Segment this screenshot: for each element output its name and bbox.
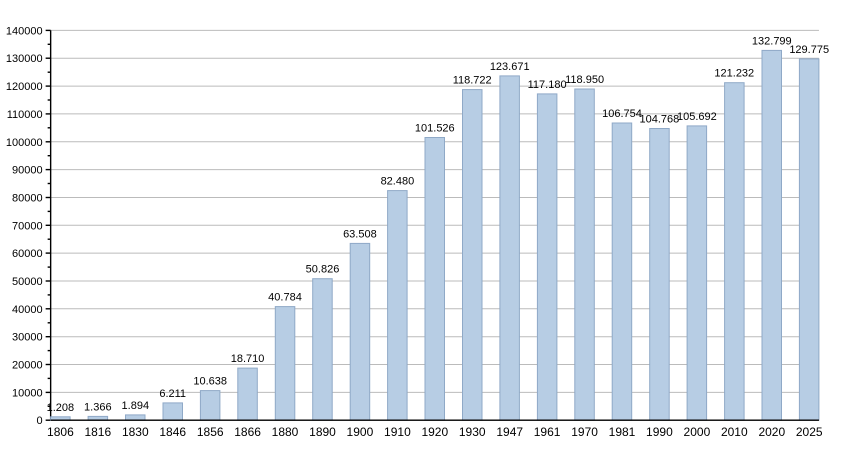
svg-text:40.784: 40.784 [268,292,302,304]
svg-text:104.768: 104.768 [640,114,680,126]
svg-text:1930: 1930 [459,425,486,439]
svg-text:120000: 120000 [6,81,43,93]
svg-text:50.826: 50.826 [306,264,340,276]
svg-text:1970: 1970 [571,425,598,439]
svg-text:10000: 10000 [12,387,43,399]
svg-text:1981: 1981 [609,425,636,439]
svg-text:132.799: 132.799 [752,35,792,47]
svg-text:118.722: 118.722 [453,75,492,87]
svg-text:130000: 130000 [6,53,43,65]
svg-text:2020: 2020 [758,425,785,439]
svg-text:10.638: 10.638 [193,376,227,388]
svg-text:123.671: 123.671 [490,61,530,73]
svg-text:0: 0 [37,415,43,427]
svg-text:118.950: 118.950 [565,74,604,86]
svg-text:117.180: 117.180 [528,79,567,91]
svg-text:1920: 1920 [421,425,448,439]
svg-text:1806: 1806 [47,425,74,439]
svg-text:1.894: 1.894 [122,400,150,412]
svg-text:82.480: 82.480 [381,176,415,188]
svg-text:60000: 60000 [12,248,43,260]
svg-text:110000: 110000 [7,109,43,121]
svg-text:1990: 1990 [646,425,673,439]
svg-text:1890: 1890 [309,425,336,439]
svg-text:30000: 30000 [12,332,43,344]
svg-text:129.775: 129.775 [789,44,829,56]
svg-text:6.211: 6.211 [159,388,186,400]
svg-text:1830: 1830 [122,425,149,439]
svg-text:1.366: 1.366 [84,401,112,413]
svg-text:2000: 2000 [684,425,711,439]
svg-text:1866: 1866 [234,425,261,439]
svg-text:1856: 1856 [197,425,224,439]
svg-text:1816: 1816 [84,425,111,439]
svg-text:18.710: 18.710 [231,353,265,365]
svg-text:80000: 80000 [12,193,43,205]
svg-text:100000: 100000 [6,137,43,149]
svg-text:63.508: 63.508 [343,228,377,240]
svg-text:121.232: 121.232 [714,68,754,80]
svg-text:105.692: 105.692 [677,111,717,123]
svg-text:140000: 140000 [6,25,43,37]
svg-text:2010: 2010 [721,425,748,439]
svg-text:1961: 1961 [534,425,561,439]
svg-text:101.526: 101.526 [415,123,455,135]
svg-text:90000: 90000 [12,165,43,177]
svg-text:2025: 2025 [796,425,823,439]
svg-text:50000: 50000 [12,276,43,288]
svg-text:40000: 40000 [12,304,43,316]
svg-text:1880: 1880 [272,425,299,439]
svg-text:70000: 70000 [12,220,43,232]
svg-text:1846: 1846 [159,425,186,439]
svg-text:1.208: 1.208 [47,402,75,414]
svg-text:106.754: 106.754 [602,108,642,120]
svg-text:1900: 1900 [347,425,374,439]
svg-text:20000: 20000 [12,360,43,372]
svg-text:1910: 1910 [384,425,411,439]
svg-text:1947: 1947 [496,425,523,439]
